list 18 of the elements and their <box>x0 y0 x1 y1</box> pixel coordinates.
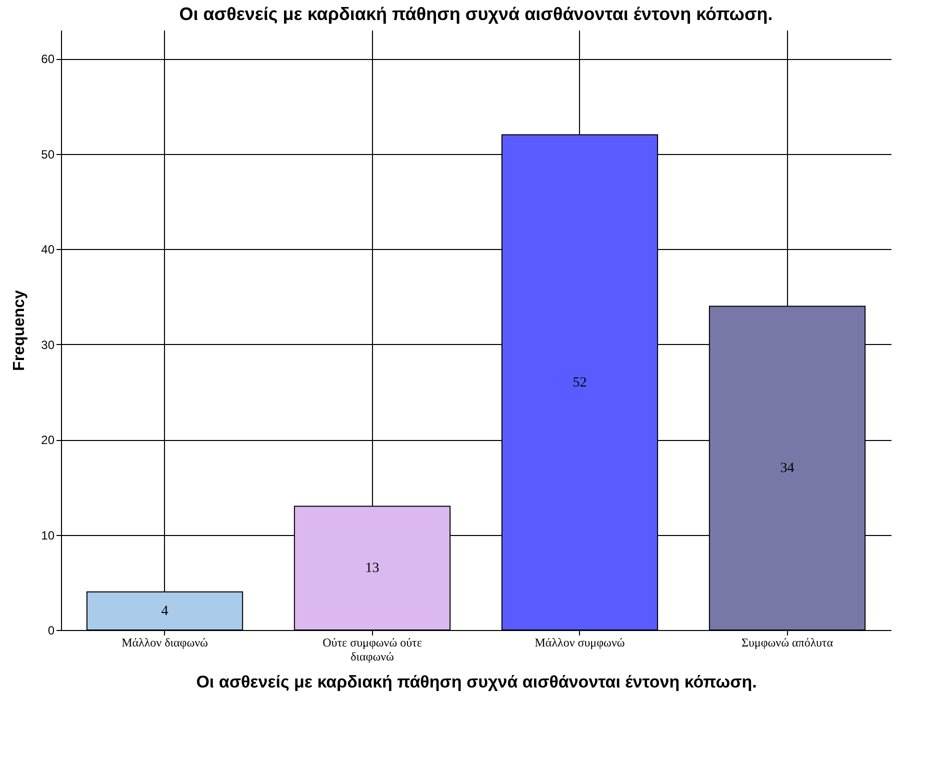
y-tick-label: 30 <box>41 338 55 352</box>
data-label: 13 <box>365 561 380 576</box>
y-axis-title: Frequency <box>11 290 28 371</box>
x-axis-title: Οι ασθενείς με καρδιακή πάθηση συχνά αισθάνονται έντονη κόπωση. <box>196 672 757 692</box>
y-tick-label: 60 <box>41 52 55 66</box>
x-tick-label: Συμφωνώ απόλυτα <box>741 636 834 650</box>
x-tick-label: Ούτε συμφωνώ ούτε διαφωνώ <box>322 636 422 664</box>
y-tick-label: 10 <box>41 528 55 542</box>
data-label: 52 <box>572 375 587 390</box>
x-tick-label: Μάλλον συμφωνώ <box>534 636 625 650</box>
data-label: 4 <box>161 604 168 619</box>
y-tick-label: 40 <box>41 242 55 257</box>
y-tick-label: 20 <box>41 433 55 448</box>
y-tick-label: 50 <box>41 147 55 162</box>
data-label: 34 <box>780 461 794 476</box>
x-tick-label: Μάλλον διαφωνώ <box>122 636 208 650</box>
chart-title: Οι ασθενείς με καρδιακή πάθηση συχνά αισθάνονται έντονη κόπωση. <box>179 4 773 24</box>
y-tick-label: 0 <box>48 624 55 638</box>
